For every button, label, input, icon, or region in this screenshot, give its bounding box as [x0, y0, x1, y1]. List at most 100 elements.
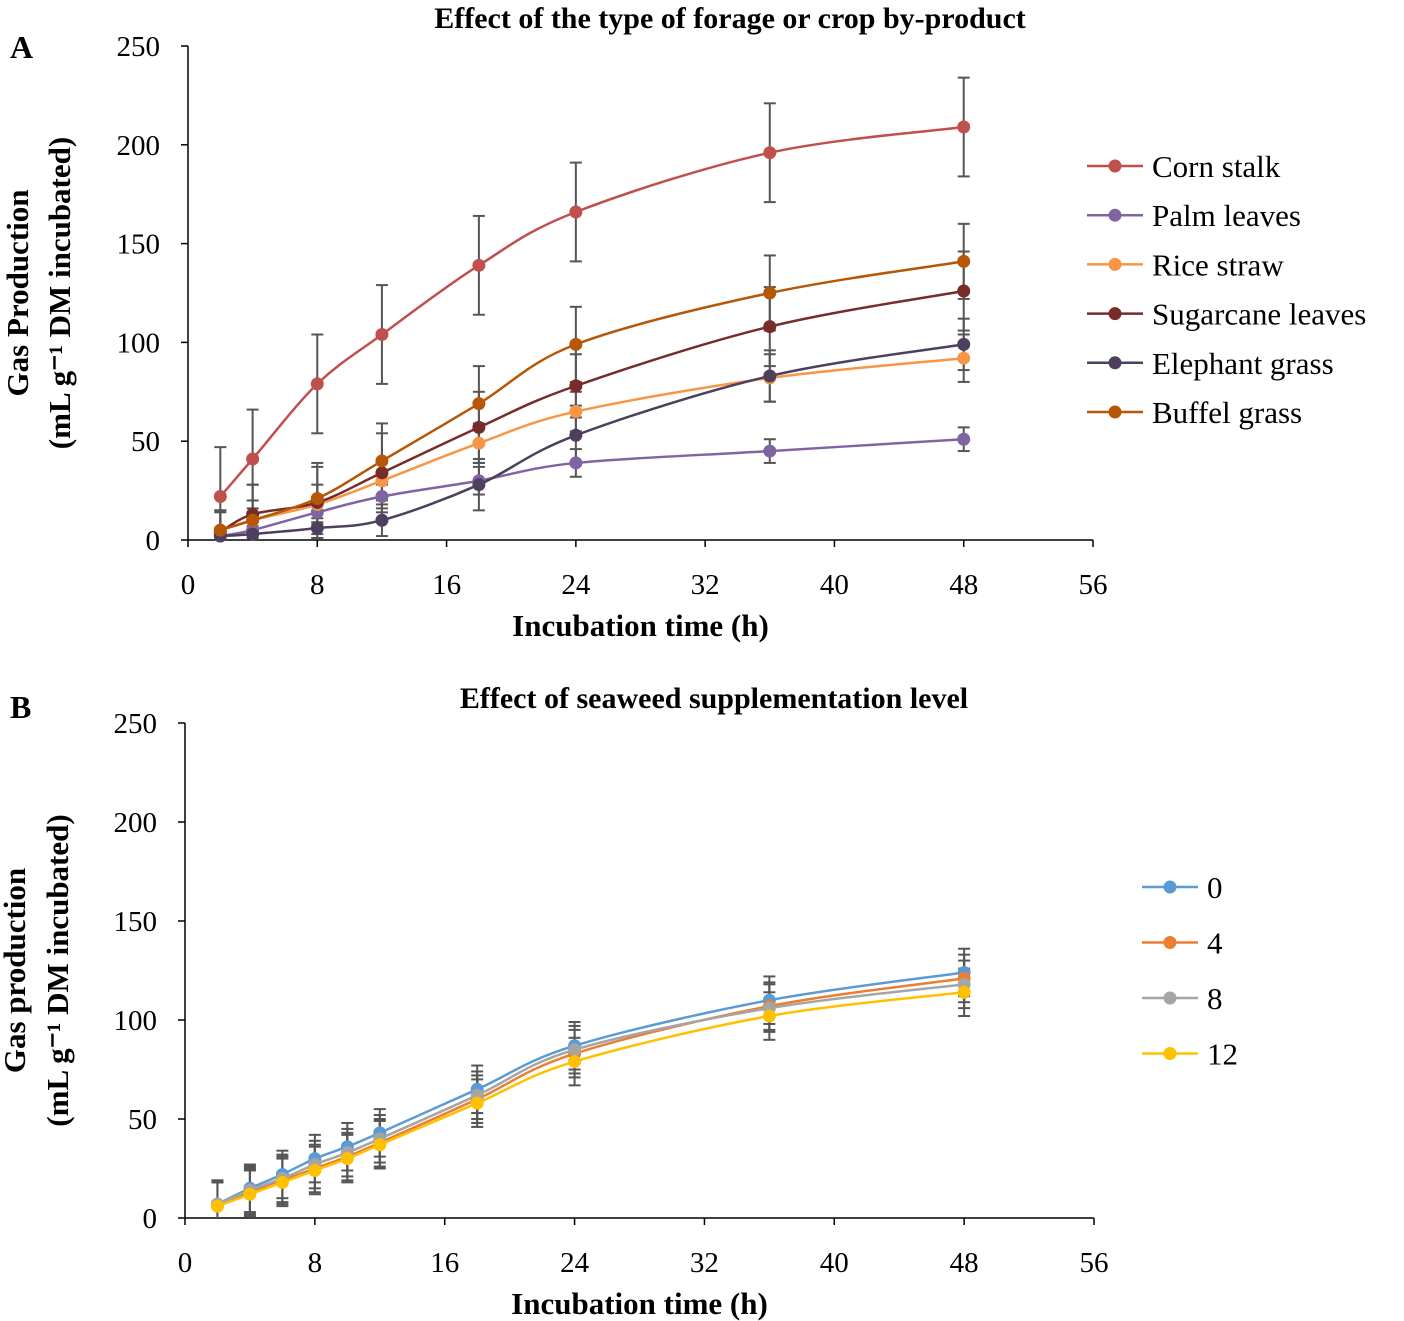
y-tick-label: 0: [146, 525, 161, 557]
x-tick-label: 8: [310, 569, 325, 601]
y-tick-label: 100: [117, 327, 161, 359]
y-tick-label: 150: [117, 229, 161, 261]
series-line-sugarcane-leaves: [219, 289, 964, 534]
panel-letter: B: [10, 689, 31, 725]
y-axis-label: Gas Production: [0, 190, 35, 397]
series-line-buffel-grass: [219, 260, 964, 532]
data-point: [246, 513, 260, 527]
data-point: [569, 428, 583, 442]
data-point: [957, 120, 971, 134]
x-tick-label: 32: [691, 569, 720, 601]
x-tick-label: 40: [820, 569, 849, 601]
x-tick-label: 0: [181, 569, 196, 601]
y-axis-label: (mL g⁻¹ DM incubated): [42, 137, 77, 449]
error-bars-0: [211, 947, 971, 1218]
data-point: [472, 478, 486, 492]
data-point: [213, 523, 227, 537]
y-tick-label: 100: [114, 1005, 158, 1037]
data-point: [310, 492, 324, 506]
panel-letter: A: [10, 29, 33, 65]
legend-label: Rice straw: [1152, 247, 1284, 282]
data-point: [763, 444, 777, 458]
series-line-palm-leaves: [220, 437, 964, 538]
chart-title: Effect of the type of forage or crop by-…: [434, 2, 1026, 35]
legend-label: 12: [1207, 1037, 1238, 1072]
legend-marker: [1108, 356, 1122, 370]
data-point: [470, 1096, 484, 1110]
x-axis-label: Incubation time (h): [511, 1286, 768, 1321]
chart-title: Effect of seaweed supplementation level: [460, 682, 968, 715]
data-point: [210, 1199, 224, 1213]
data-point: [375, 466, 389, 480]
data-point: [213, 490, 227, 504]
x-tick-label: 16: [432, 569, 461, 601]
legend-label: Sugarcane leaves: [1152, 297, 1366, 332]
y-axis-label: (mL g⁻¹ DM incubated): [40, 814, 75, 1126]
legend-label: 4: [1207, 926, 1223, 961]
y-tick-label: 150: [114, 906, 158, 938]
data-point: [957, 284, 971, 298]
data-point: [373, 1138, 387, 1152]
data-point: [763, 320, 777, 334]
data-point: [569, 205, 583, 219]
data-point: [569, 379, 583, 393]
legend-label: 8: [1207, 981, 1223, 1016]
x-tick-label: 48: [949, 569, 978, 601]
x-tick-label: 24: [561, 569, 591, 601]
error-bars-2: [211, 959, 971, 1218]
y-tick-label: 250: [117, 31, 161, 63]
series-line-0: [216, 971, 965, 1206]
data-point: [246, 452, 260, 466]
data-point: [957, 985, 971, 999]
data-point: [472, 436, 486, 450]
data-point: [472, 258, 486, 272]
y-tick-label: 250: [114, 708, 158, 740]
data-point: [375, 327, 389, 341]
data-point: [957, 254, 971, 268]
error-bars-1: [211, 953, 971, 1218]
data-point: [275, 1175, 289, 1189]
x-tick-label: 56: [1080, 1247, 1109, 1279]
data-point: [957, 432, 971, 446]
y-tick-label: 50: [128, 1104, 157, 1136]
x-tick-label: 24: [560, 1247, 590, 1279]
data-point: [472, 397, 486, 411]
x-tick-label: 32: [690, 1247, 719, 1279]
series-line-8: [216, 983, 965, 1206]
data-point: [569, 405, 583, 419]
legend-label: 0: [1207, 870, 1223, 905]
data-point: [246, 527, 260, 541]
legend-label: Palm leaves: [1152, 198, 1301, 233]
data-point: [375, 490, 389, 504]
data-point: [472, 420, 486, 434]
x-tick-label: 56: [1079, 569, 1108, 601]
data-point: [763, 286, 777, 300]
data-point: [308, 1163, 322, 1177]
legend-marker: [1163, 936, 1177, 949]
data-point: [957, 337, 971, 351]
data-point: [375, 513, 389, 527]
data-point: [763, 369, 777, 383]
data-point: [310, 377, 324, 391]
data-point: [340, 1152, 354, 1166]
series-line-12: [217, 991, 965, 1208]
legend-label: Buffel grass: [1152, 395, 1302, 430]
y-tick-label: 200: [117, 130, 161, 162]
data-point: [310, 521, 324, 535]
data-point: [569, 337, 583, 351]
data-point: [243, 1187, 257, 1201]
legend-marker: [1163, 880, 1177, 894]
legend-marker: [1108, 208, 1122, 222]
legend-label: Elephant grass: [1152, 346, 1334, 381]
legend-marker: [1163, 991, 1177, 1005]
y-tick-label: 50: [131, 426, 160, 458]
legend-marker: [1108, 307, 1122, 321]
legend-marker: [1163, 1047, 1177, 1060]
series-line-rice-straw: [219, 356, 964, 532]
x-tick-label: 48: [950, 1247, 979, 1279]
series-line-4: [216, 977, 965, 1208]
error-bars-1: [214, 426, 970, 540]
x-tick-label: 0: [178, 1247, 193, 1279]
data-point: [569, 456, 583, 470]
